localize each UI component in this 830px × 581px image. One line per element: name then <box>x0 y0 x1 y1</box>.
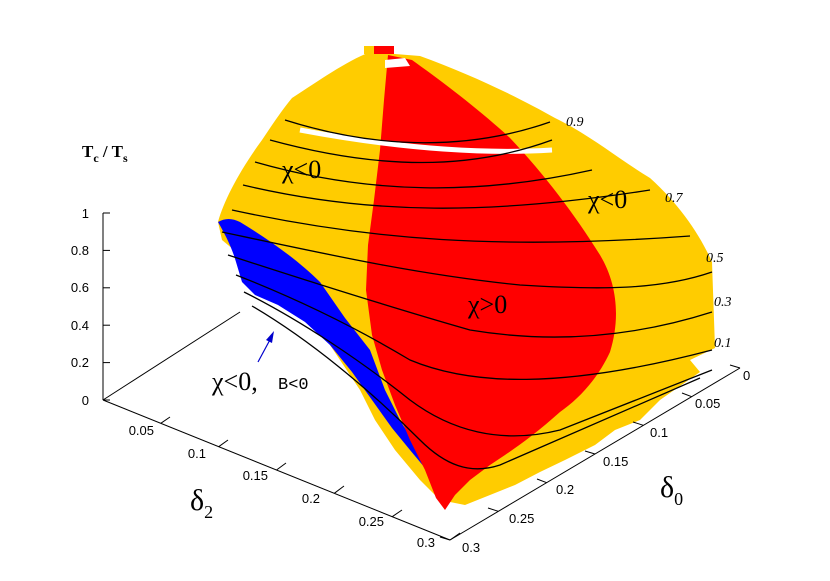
top-marker <box>372 46 394 54</box>
surface-cap <box>385 58 410 68</box>
contour-line <box>227 254 713 338</box>
contour-line <box>284 119 551 144</box>
region-label-chi-pos: χ>0 <box>467 290 507 319</box>
contour-lines <box>221 119 713 470</box>
z-tick-label: 0.6 <box>71 280 89 295</box>
z-tick-label: 0.8 <box>71 243 89 258</box>
delta0-tick-label: 0 <box>743 368 750 383</box>
contour-label-0.3: 0.3 <box>714 295 732 310</box>
contour-line <box>221 231 713 289</box>
z-tick-label: 0.2 <box>71 355 89 370</box>
delta0-tick-label: 0.15 <box>603 454 628 469</box>
top-marker-2 <box>364 46 374 54</box>
region-label-chi-neg-right: χ<0 <box>587 185 627 214</box>
delta2-tick-label: 0.2 <box>302 491 320 506</box>
delta2-tick-label: 0.05 <box>129 423 154 438</box>
region-label-chi-neg-top: χ<0 <box>281 155 321 184</box>
red-surface <box>366 55 616 510</box>
delta2-tick-label: 0.3 <box>417 535 435 550</box>
contour-line <box>243 291 713 437</box>
contour-label-0.1: 0.1 <box>714 336 732 351</box>
delta0-ticks <box>439 364 741 541</box>
z-tick-label: 1 <box>82 206 89 221</box>
delta0-tick-label: 0.2 <box>556 482 574 497</box>
contour-line <box>235 274 713 381</box>
delta2-tick-label: 0.15 <box>243 468 268 483</box>
contour-label-0.5: 0.5 <box>706 251 724 266</box>
contour-label-0.7: 0.7 <box>665 191 684 206</box>
contour-line <box>269 139 553 164</box>
delta0-tick-label: 0.3 <box>462 540 480 555</box>
delta2-tick-label: 0.25 <box>359 514 384 529</box>
contour-label-0.9: 0.9 <box>566 115 584 130</box>
z-axis-label: Tc / Ts <box>82 142 128 165</box>
delta0-tick-label: 0.25 <box>509 511 534 526</box>
delta2-ticks <box>160 416 461 541</box>
delta2-tick-label: 0.1 <box>188 446 206 461</box>
arrow-annotation <box>257 331 274 363</box>
delta0-tick-label: 0.05 <box>695 396 720 411</box>
z-tick-label: 0.4 <box>71 318 89 333</box>
delta0-axis-label: δ0 <box>660 471 683 509</box>
contour-line <box>231 209 691 243</box>
blue-surface <box>218 219 438 480</box>
surface-gap <box>299 127 553 154</box>
back-axis-line <box>102 311 241 401</box>
contour-line <box>242 184 651 209</box>
delta0-tick-label: 0.1 <box>650 425 668 440</box>
contour-line <box>251 305 701 470</box>
delta2-axis-label: δ2 <box>190 484 213 522</box>
z-tick-label: 0 <box>82 393 89 408</box>
region-label-b-neg: B<0 <box>278 376 309 395</box>
contour-line <box>254 161 593 189</box>
region-label-chi-neg-b-neg: χ<0, <box>211 367 258 396</box>
z-ticks <box>103 212 110 401</box>
